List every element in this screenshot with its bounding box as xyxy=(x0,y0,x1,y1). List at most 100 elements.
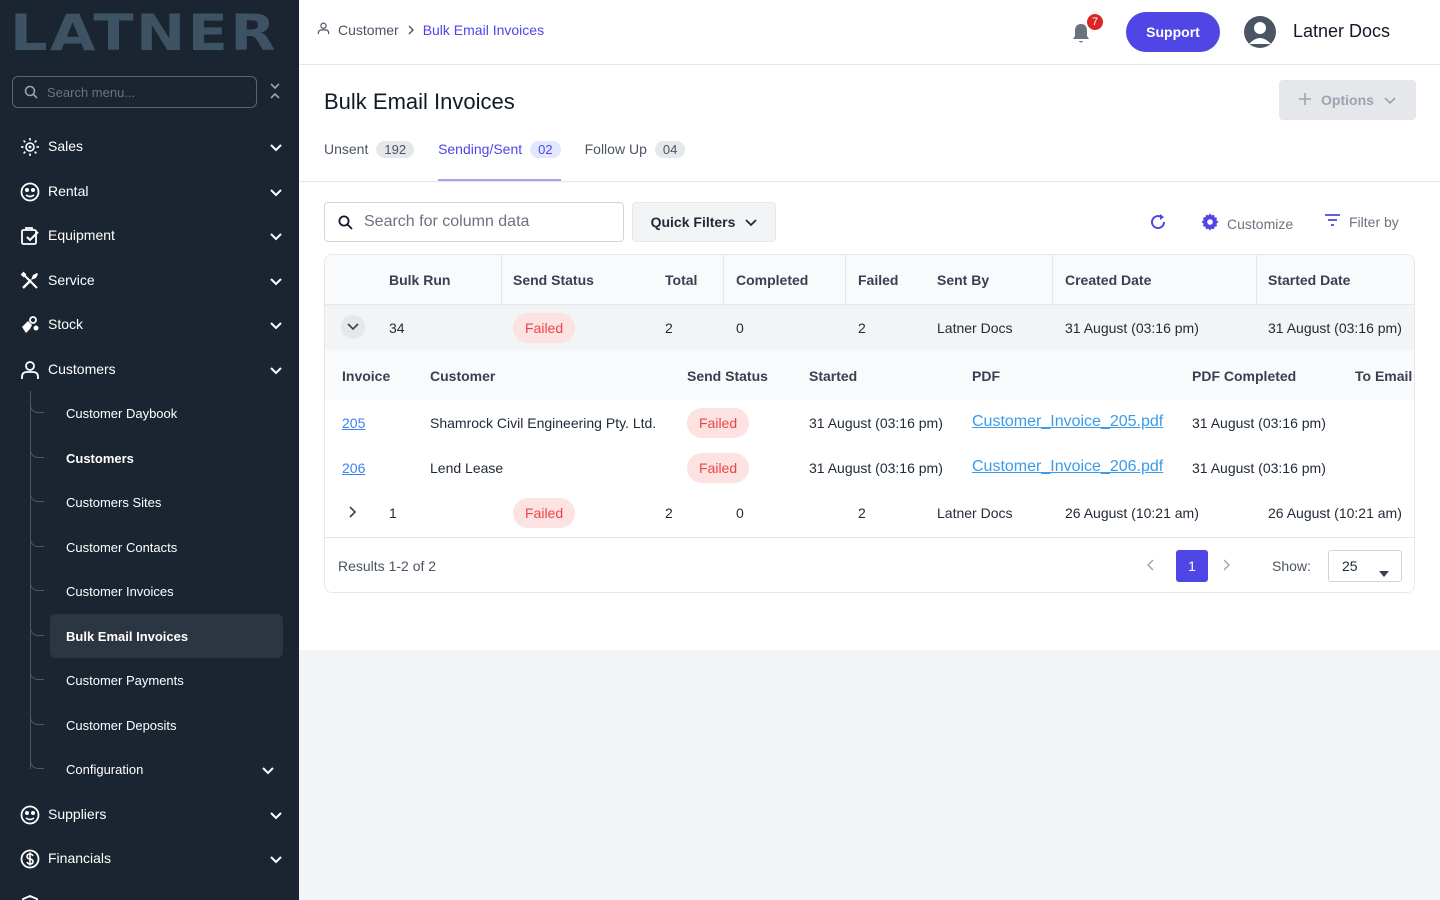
refresh-icon[interactable] xyxy=(1149,213,1167,236)
cell-failed: 2 xyxy=(858,505,866,521)
sidebar-item-partial[interactable] xyxy=(0,883,299,900)
top-bar: Customer Bulk Email Invoices 7 Support L… xyxy=(299,0,1440,65)
sidebar-item-sales[interactable]: Sales xyxy=(0,126,299,166)
chevron-down-icon xyxy=(269,185,283,201)
quick-filters-label: Quick Filters xyxy=(650,214,736,230)
sidebar-item-customers[interactable]: Customers xyxy=(0,349,299,389)
sidebar-item-financials[interactable]: Financials xyxy=(0,838,299,878)
sidebar-item-stock[interactable]: Stock xyxy=(0,304,299,344)
tree-branch xyxy=(30,391,44,413)
filter-by-button[interactable]: Filter by xyxy=(1324,213,1399,230)
column-header-sent-by[interactable]: Sent By xyxy=(937,272,990,288)
cell-bulk-run: 1 xyxy=(389,505,397,521)
column-header-bulk-run[interactable]: Bulk Run xyxy=(389,272,451,288)
column-header-started-date[interactable]: Started Date xyxy=(1268,272,1351,288)
cell-sent-by: Latner Docs xyxy=(937,320,1013,336)
column-header-created-date[interactable]: Created Date xyxy=(1065,272,1152,288)
tree-branch xyxy=(30,569,44,591)
cell-pdf-completed: 31 August (03:16 pm) xyxy=(1192,460,1326,476)
chevron-right-icon xyxy=(407,22,415,38)
subcolumn-header-customer: Customer xyxy=(430,368,496,384)
sidebar-subitem-customers-sites[interactable]: Customers Sites xyxy=(30,480,283,524)
cell-started-date: 31 August (03:16 pm) xyxy=(1268,320,1402,336)
subitem-label: Customer Contacts xyxy=(66,539,178,555)
search-placeholder: Search for column data xyxy=(364,213,530,230)
chevron-right-icon[interactable] xyxy=(1223,558,1231,576)
chevron-down-icon xyxy=(269,318,283,334)
chevron-right-icon[interactable] xyxy=(341,500,365,524)
sidebar-subitem-customer-daybook[interactable]: Customer Daybook xyxy=(30,391,283,435)
column-divider xyxy=(501,255,502,305)
sidebar-subitem-bulk-email-invoices[interactable]: Bulk Email Invoices xyxy=(30,614,283,658)
tab-sending-sent[interactable]: Sending/Sent 02 xyxy=(438,141,561,181)
user-avatar-icon xyxy=(1249,22,1271,44)
chevron-left-icon[interactable] xyxy=(1147,558,1155,576)
sidebar-subitem-customer-payments[interactable]: Customer Payments xyxy=(30,658,283,702)
sidebar-item-service[interactable]: Service xyxy=(0,260,299,300)
status-badge: Failed xyxy=(687,453,750,483)
filter-icon xyxy=(1324,213,1341,230)
tab-label: Sending/Sent xyxy=(438,141,523,157)
column-search-input[interactable]: Search for column data xyxy=(324,202,624,242)
avatar[interactable] xyxy=(1244,16,1276,48)
brand-logo[interactable]: LATNER xyxy=(10,4,280,62)
tree-branch xyxy=(30,658,44,680)
rental-icon xyxy=(20,182,40,202)
sidebar-subitem-configuration[interactable]: Configuration xyxy=(30,747,283,791)
pdf-link[interactable]: Customer_Invoice_205.pdf xyxy=(972,413,1164,430)
cell-completed: 0 xyxy=(736,320,744,336)
sidebar-subitem-customer-deposits[interactable]: Customer Deposits xyxy=(30,703,283,747)
sidebar-subitem-customer-contacts[interactable]: Customer Contacts xyxy=(30,525,283,569)
cell-bulk-run: 34 xyxy=(389,320,405,336)
plus-icon xyxy=(1299,92,1312,108)
column-header-send-status[interactable]: Send Status xyxy=(513,272,594,288)
sidebar-subitem-customers[interactable]: Customers xyxy=(30,436,283,480)
column-header-failed[interactable]: Failed xyxy=(858,272,899,288)
invoice-link[interactable]: 206 xyxy=(342,460,366,476)
sidebar-item-suppliers[interactable]: Suppliers xyxy=(0,794,299,834)
page-title: Bulk Email Invoices xyxy=(324,89,515,114)
customize-button[interactable]: Customize xyxy=(1201,213,1293,234)
pdf-link[interactable]: Customer_Invoice_206.pdf xyxy=(972,458,1164,475)
subitem-label: Customer Deposits xyxy=(66,717,177,733)
tab-count: 02 xyxy=(530,141,561,158)
options-button[interactable]: Options xyxy=(1279,80,1416,120)
invoice-link[interactable]: 205 xyxy=(342,415,366,431)
chevron-down-icon[interactable] xyxy=(341,315,365,339)
tabs-divider xyxy=(299,181,1440,182)
sidebar-item-label: Stock xyxy=(48,316,84,332)
options-label: Options xyxy=(1321,92,1374,108)
page-size-select[interactable]: 25 xyxy=(1328,550,1402,582)
cell-sent-by: Latner Docs xyxy=(937,505,1013,521)
cell-pdf-completed: 31 August (03:16 pm) xyxy=(1192,415,1326,431)
breadcrumb: Customer Bulk Email Invoices xyxy=(317,22,544,38)
main-content: Bulk Email Invoices Options Unsent 192 S… xyxy=(299,65,1440,650)
support-button[interactable]: Support xyxy=(1126,12,1220,52)
subitem-label: Customers Sites xyxy=(66,494,162,510)
bell-icon[interactable] xyxy=(1071,22,1091,49)
tree-branch xyxy=(30,480,44,502)
tab-unsent[interactable]: Unsent 192 xyxy=(324,141,415,181)
column-header-completed[interactable]: Completed xyxy=(736,272,809,288)
tab-count: 04 xyxy=(654,141,686,158)
table-row[interactable]: 34 Failed 2 0 2 Latner Docs 31 August (0… xyxy=(325,305,1414,351)
table-row[interactable]: 1 Failed 2 0 2 Latner Docs 26 August (10… xyxy=(325,490,1414,536)
collapse-sidebar-icon[interactable] xyxy=(268,82,282,105)
cell-created-date: 31 August (03:16 pm) xyxy=(1065,320,1199,336)
customize-label: Customize xyxy=(1227,215,1294,232)
sidebar-item-equipment[interactable]: Equipment xyxy=(0,215,299,255)
breadcrumb-current[interactable]: Bulk Email Invoices xyxy=(422,22,545,38)
sidebar-item-rental[interactable]: Rental xyxy=(0,171,299,211)
breadcrumb-customer[interactable]: Customer xyxy=(338,22,399,38)
tree-branch xyxy=(30,436,44,458)
tree-branch xyxy=(30,614,44,636)
sidebar-subitem-customer-invoices[interactable]: Customer Invoices xyxy=(30,569,283,613)
status-badge: Failed xyxy=(513,498,576,528)
column-header-total[interactable]: Total xyxy=(665,272,698,288)
user-name[interactable]: Latner Docs xyxy=(1293,21,1391,41)
menu-search-input[interactable]: Search menu... xyxy=(12,76,257,108)
tab-follow-up[interactable]: Follow Up 04 xyxy=(585,141,686,181)
subcolumn-header-pdf-completed: PDF Completed xyxy=(1192,368,1297,384)
page-number-button[interactable]: 1 xyxy=(1176,550,1208,582)
quick-filters-button[interactable]: Quick Filters xyxy=(632,202,776,242)
